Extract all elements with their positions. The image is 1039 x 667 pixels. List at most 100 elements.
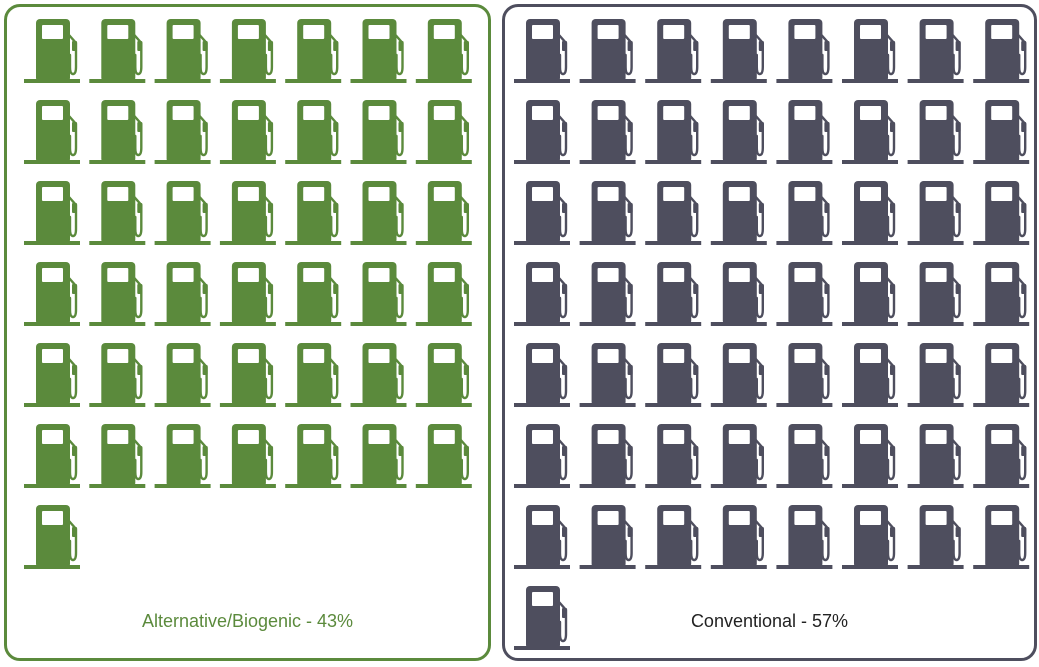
fuel-pump-icon — [154, 181, 211, 245]
fuel-pump-icon — [579, 262, 636, 326]
fuel-pump-icon — [415, 262, 472, 326]
fuel-pump-icon — [154, 19, 211, 83]
fuel-pump-icon — [776, 505, 833, 569]
fuel-pump-icon — [219, 424, 276, 488]
fuel-pump-icon — [579, 181, 636, 245]
fuel-pump-icon — [776, 424, 833, 488]
fuel-pump-icon — [285, 343, 342, 407]
fuel-pump-icon — [645, 262, 702, 326]
fuel-pump-icon — [579, 100, 636, 164]
fuel-pump-icon — [645, 181, 702, 245]
fuel-pump-icon — [842, 424, 898, 488]
fuel-pump-icon — [350, 424, 407, 488]
fuel-pump-icon — [154, 343, 211, 407]
fuel-pump-icon — [514, 100, 570, 164]
fuel-pump-icon — [907, 262, 964, 326]
fuel-pump-icon — [907, 181, 964, 245]
fuel-pump-icon — [219, 262, 276, 326]
fuel-pump-icon — [24, 181, 80, 245]
fuel-pump-icon — [350, 262, 407, 326]
fuel-pump-icon — [645, 19, 702, 83]
fuel-pump-icon — [514, 505, 570, 569]
fuel-pump-icon — [24, 343, 80, 407]
fuel-pump-icon — [89, 19, 146, 83]
fuel-pump-icon — [907, 505, 964, 569]
fuel-pump-icon — [415, 181, 472, 245]
conventional-label: Conventional - 57% — [690, 611, 849, 631]
alternative-biogenic-label: Alternative/Biogenic - 43% — [141, 611, 354, 631]
fuel-pump-icon — [285, 262, 342, 326]
fuel-pump-icon — [350, 343, 407, 407]
fuel-pump-icon — [973, 343, 1030, 407]
fuel-pump-icon — [514, 262, 570, 326]
fuel-pump-icon — [973, 424, 1030, 488]
fuel-pump-icon — [710, 424, 767, 488]
fuel-pump-icon — [154, 424, 211, 488]
fuel-pump-icon — [645, 424, 702, 488]
fuel-pump-icon — [579, 19, 636, 83]
fuel-pump-icon — [776, 100, 833, 164]
fuel-pump-icon — [842, 343, 898, 407]
fuel-pump-icon — [514, 586, 570, 650]
fuel-pump-icon — [842, 181, 898, 245]
fuel-pump-icon — [776, 181, 833, 245]
fuel-pump-icon — [907, 19, 964, 83]
fuel-pump-icon — [219, 343, 276, 407]
fuel-pump-icon — [710, 100, 767, 164]
fuel-pump-icon — [350, 19, 407, 83]
fuel-pump-icon — [907, 100, 964, 164]
fuel-pump-icon — [842, 100, 898, 164]
conventional-pictogram — [514, 19, 1030, 650]
fuel-pump-icon — [24, 262, 80, 326]
fuel-pump-icon — [973, 19, 1030, 83]
fuel-pump-icon — [89, 343, 146, 407]
alternative-biogenic-pictogram — [24, 19, 472, 569]
fuel-pump-icon — [285, 181, 342, 245]
fuel-pump-icon — [24, 424, 80, 488]
fuel-pump-icon — [776, 262, 833, 326]
fuel-pump-icon — [89, 262, 146, 326]
fuel-pump-icon — [415, 424, 472, 488]
fuel-pump-icon — [645, 100, 702, 164]
fuel-pump-icon — [645, 343, 702, 407]
fuel-pump-icon — [89, 100, 146, 164]
fuel-pump-icon — [973, 181, 1030, 245]
fuel-pump-icon — [645, 505, 702, 569]
fuel-pump-icon — [973, 100, 1030, 164]
fuel-pump-icon — [154, 100, 211, 164]
fuel-pump-icon — [154, 262, 211, 326]
fuel-pump-icon — [907, 343, 964, 407]
fuel-pump-icon — [710, 19, 767, 83]
fuel-pump-icon — [24, 505, 80, 569]
fuel-pump-icon — [350, 100, 407, 164]
fuel-pump-icon — [514, 19, 570, 83]
fuel-pump-icon — [415, 343, 472, 407]
fuel-pump-icon — [514, 181, 570, 245]
fuel-pump-icon — [285, 100, 342, 164]
fuel-pump-icon — [219, 181, 276, 245]
fuel-pump-icon — [415, 100, 472, 164]
fuel-pump-icon — [842, 19, 898, 83]
alternative-biogenic-panel: Alternative/Biogenic - 43% — [4, 4, 491, 661]
fuel-pump-icon — [89, 181, 146, 245]
fuel-pump-icon — [415, 19, 472, 83]
fuel-pump-icon — [24, 100, 80, 164]
conventional-panel: Conventional - 57% — [502, 4, 1037, 661]
fuel-pump-icon — [710, 505, 767, 569]
fuel-pump-icon — [219, 19, 276, 83]
fuel-pump-icon — [776, 19, 833, 83]
fuel-pump-icon — [350, 181, 407, 245]
fuel-pump-icon — [579, 505, 636, 569]
fuel-pump-icon — [579, 343, 636, 407]
fuel-pump-icon — [710, 181, 767, 245]
fuel-pump-icon — [514, 343, 570, 407]
fuel-pump-icon — [514, 424, 570, 488]
fuel-pump-icon — [842, 505, 898, 569]
fuel-pump-icon — [842, 262, 898, 326]
fuel-pump-icon — [973, 505, 1030, 569]
fuel-pump-icon — [219, 100, 276, 164]
fuel-pump-icon — [24, 19, 80, 83]
fuel-pump-icon — [776, 343, 833, 407]
fuel-pump-icon — [710, 343, 767, 407]
fuel-pump-icon — [285, 19, 342, 83]
